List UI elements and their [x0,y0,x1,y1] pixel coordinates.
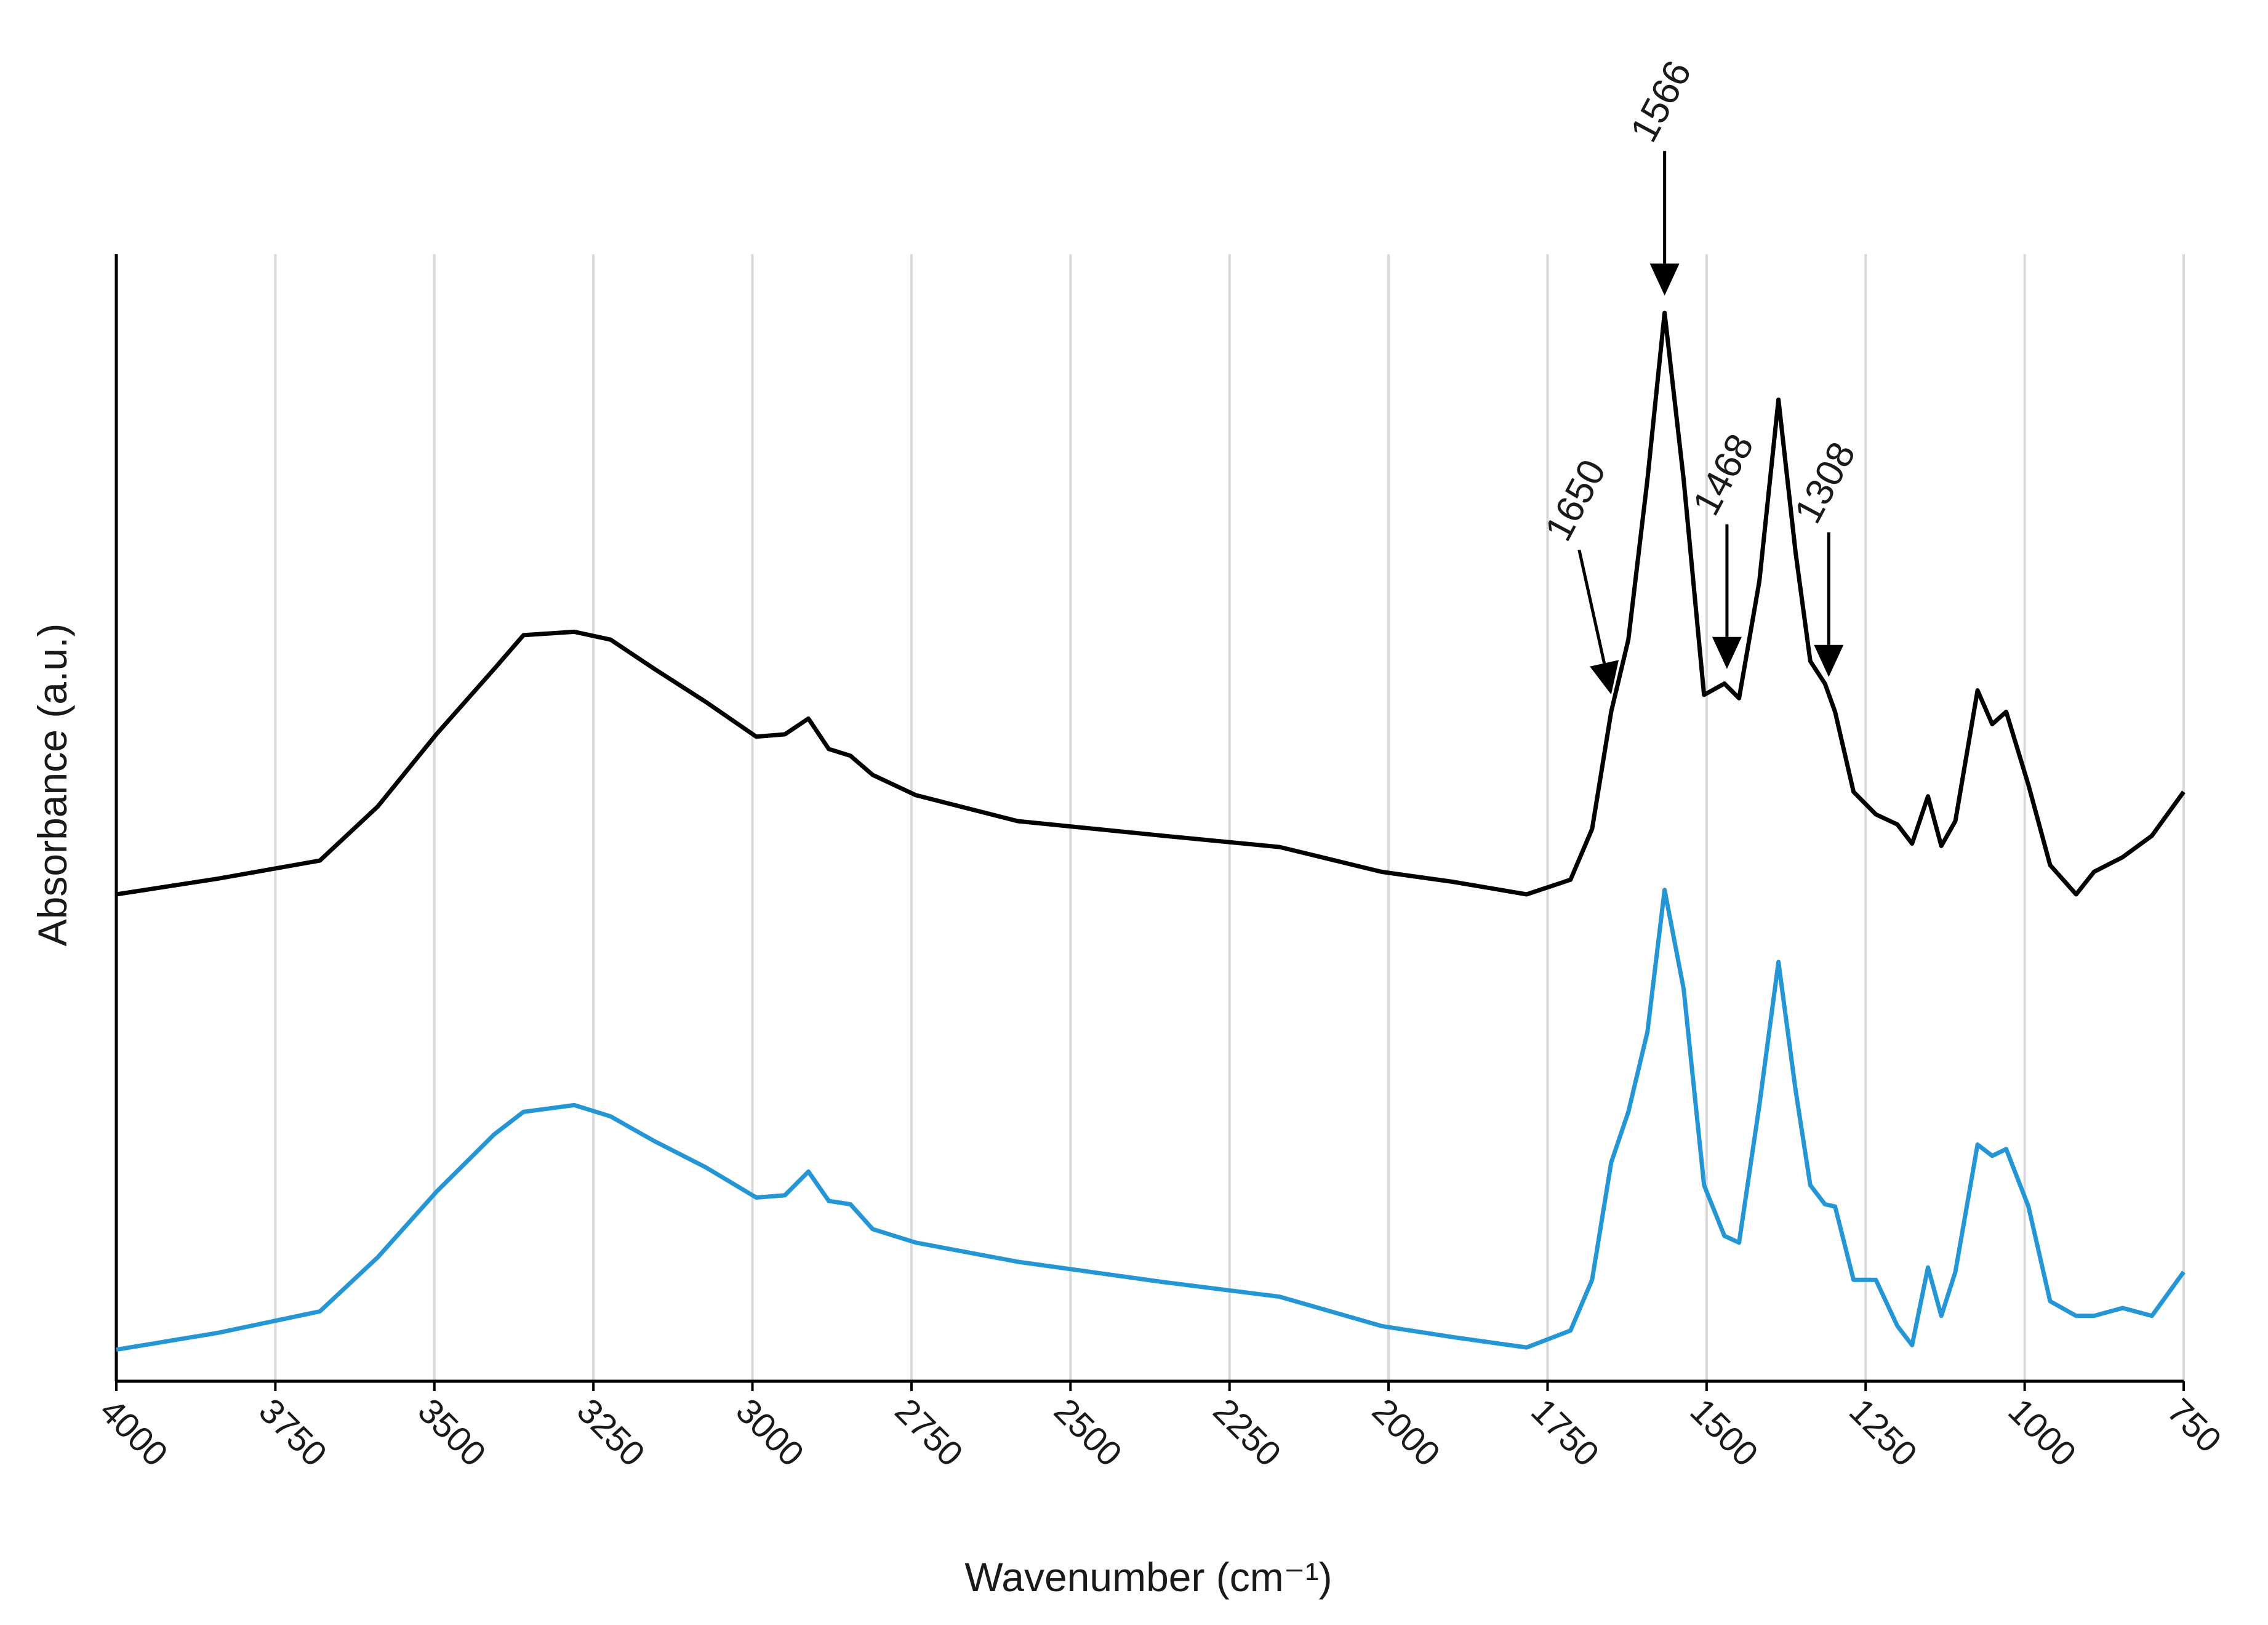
arrow-head [1814,644,1844,677]
arrow-head [1590,660,1619,695]
x-axis-title: Wavenumber (cm⁻¹) [964,1554,1332,1600]
y-axis-title: Absorbance (a.u.) [30,624,75,947]
arrow-head [1649,263,1680,296]
annotation-arrow [1577,549,1606,664]
spectrum-line [116,310,2186,897]
spectrum-line [116,888,2186,1352]
arrow-head [1712,636,1742,669]
